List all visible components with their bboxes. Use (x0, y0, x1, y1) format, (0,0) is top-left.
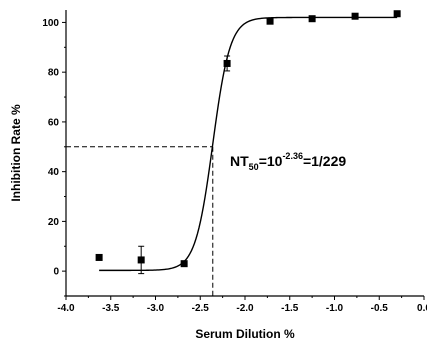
x-tick-label: 0.0 (417, 303, 427, 314)
annotation-tail: =1/229 (303, 153, 346, 169)
data-point (351, 12, 359, 20)
x-axis-title: Serum Dilution % (195, 327, 295, 341)
annotation-subscript: 50 (249, 162, 259, 172)
data-points (95, 10, 401, 275)
data-point (308, 15, 316, 23)
fit-curve (99, 16, 398, 272)
reference-lines (66, 146, 214, 296)
annotation-base: NT (230, 153, 249, 169)
y-tick-label: 20 (48, 217, 60, 228)
y-tick-label: 100 (42, 18, 59, 29)
data-point (95, 253, 103, 261)
data-point (223, 59, 231, 67)
x-tick-label: -2.5 (192, 303, 210, 314)
data-point (266, 17, 274, 25)
x-tick-label: -2.0 (236, 303, 254, 314)
y-tick-label: 0 (53, 267, 59, 278)
x-tick-label: -1.5 (281, 303, 299, 314)
annotation-superscript: -2.36 (282, 151, 303, 161)
x-tick-label: -3.5 (102, 303, 120, 314)
y-tick-label: 40 (48, 167, 60, 178)
y-tick-label: 80 (48, 68, 60, 79)
x-tick-label: -4.0 (57, 303, 75, 314)
nt50-annotation: NT50=10-2.36=1/229 (230, 151, 346, 172)
ticks: -4.0 -3.5 -3.0 -2.5 -2.0 -1.5 -1.0 -0.5 0.0 0 20 40… (42, 18, 427, 314)
data-point (393, 10, 401, 18)
annotation-mid: =10 (259, 153, 283, 169)
y-tick-label: 60 (48, 117, 60, 128)
x-tick-label: -3.0 (147, 303, 165, 314)
y-axis-title: Inhibition Rate % (9, 104, 23, 202)
data-point (180, 260, 188, 268)
x-tick-label: -0.5 (371, 303, 389, 314)
x-tick-label: -1.0 (326, 303, 344, 314)
data-point (137, 256, 145, 264)
